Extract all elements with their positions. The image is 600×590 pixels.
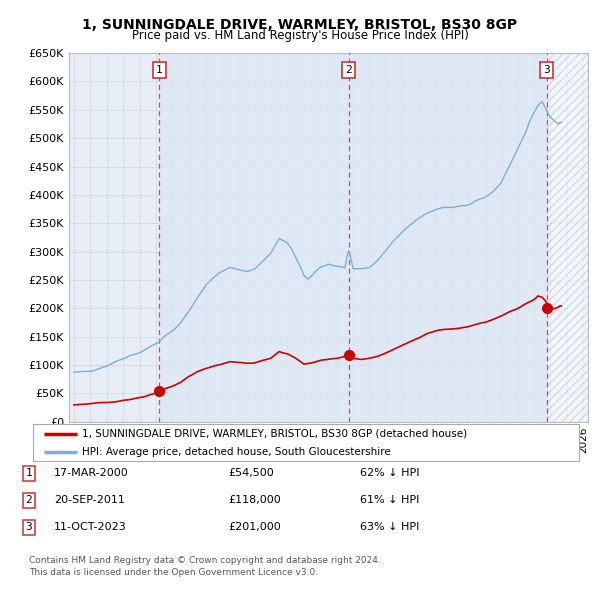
Text: Contains HM Land Registry data © Crown copyright and database right 2024.
This d: Contains HM Land Registry data © Crown c… xyxy=(29,556,380,577)
Text: 63% ↓ HPI: 63% ↓ HPI xyxy=(360,523,419,532)
Text: £201,000: £201,000 xyxy=(228,523,281,532)
Text: 1, SUNNINGDALE DRIVE, WARMLEY, BRISTOL, BS30 8GP: 1, SUNNINGDALE DRIVE, WARMLEY, BRISTOL, … xyxy=(82,18,518,32)
Text: 62% ↓ HPI: 62% ↓ HPI xyxy=(360,468,419,478)
Bar xyxy=(547,53,591,422)
Text: 2: 2 xyxy=(345,65,352,75)
Text: 17-MAR-2000: 17-MAR-2000 xyxy=(54,468,129,478)
Text: 61% ↓ HPI: 61% ↓ HPI xyxy=(360,496,419,505)
Text: £54,500: £54,500 xyxy=(228,468,274,478)
Text: 11-OCT-2023: 11-OCT-2023 xyxy=(54,523,127,532)
Text: 1: 1 xyxy=(25,468,32,478)
Text: £118,000: £118,000 xyxy=(228,496,281,505)
Text: 3: 3 xyxy=(25,523,32,532)
Text: 20-SEP-2011: 20-SEP-2011 xyxy=(54,496,125,505)
Text: 2: 2 xyxy=(25,496,32,505)
Bar xyxy=(160,53,547,422)
Text: 1, SUNNINGDALE DRIVE, WARMLEY, BRISTOL, BS30 8GP (detached house): 1, SUNNINGDALE DRIVE, WARMLEY, BRISTOL, … xyxy=(82,429,467,439)
Text: Price paid vs. HM Land Registry's House Price Index (HPI): Price paid vs. HM Land Registry's House … xyxy=(131,30,469,42)
Text: HPI: Average price, detached house, South Gloucestershire: HPI: Average price, detached house, Sout… xyxy=(82,447,391,457)
Text: 1: 1 xyxy=(156,65,163,75)
Text: 3: 3 xyxy=(543,65,550,75)
